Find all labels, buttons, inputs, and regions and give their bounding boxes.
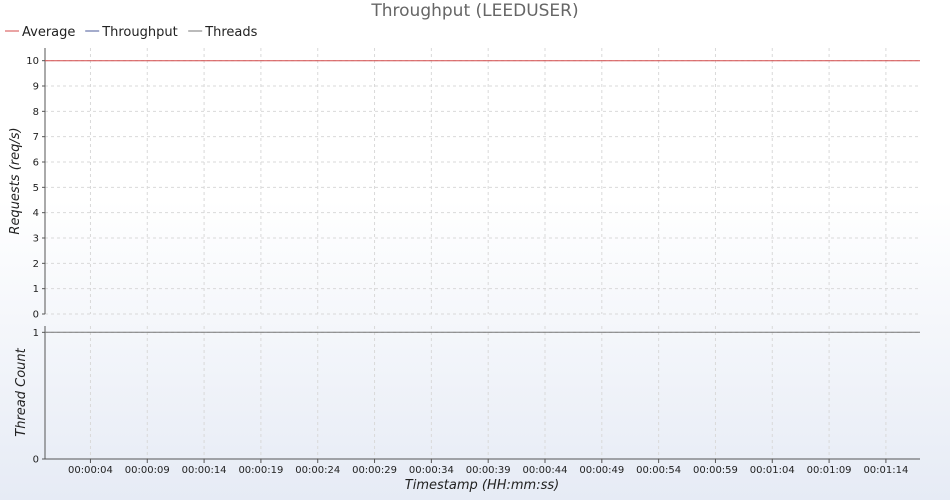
y-tick-label-1-0: 0 [33, 455, 39, 466]
y-tick-label-0-8: 8 [33, 107, 39, 118]
x-tick-label-0: 00:00:04 [68, 465, 113, 476]
x-tick-label-10: 00:00:54 [636, 465, 681, 476]
x-tick-label-5: 00:00:29 [352, 465, 397, 476]
legend-label-1: Throughput [101, 25, 178, 40]
legend: Average Throughput Threads [5, 25, 258, 40]
x-axis-title: Timestamp (HH:mm:ss) [405, 478, 559, 493]
x-tick-label-11: 00:00:59 [693, 465, 738, 476]
y-axis-title-1: Thread Count [14, 347, 29, 436]
y-tick-label-0-1: 1 [33, 284, 39, 295]
x-tick-label-4: 00:00:24 [295, 465, 340, 476]
y-axis-title-0: Requests (req/s) [8, 127, 23, 234]
series-layer [45, 60, 920, 333]
legend-label-0: Average [22, 25, 75, 40]
x-tick-label-7: 00:00:39 [466, 465, 511, 476]
y-tick-label-0-9: 9 [33, 82, 39, 93]
x-tick-label-12: 00:01:04 [750, 465, 795, 476]
y-tick-label-0-4: 4 [33, 208, 39, 219]
labels-layer: 0 1 2 3 4 5 6 7 8 9 10 Requests (req/s) 0 1 Thread Cou… [8, 56, 908, 476]
y-tick-label-0-6: 6 [33, 158, 39, 169]
x-tick-label-3: 00:00:19 [238, 465, 283, 476]
grid-layer [45, 48, 920, 460]
y-tick-label-0-10: 10 [26, 56, 39, 67]
chart-title: Throughput (LEEDUSER) [370, 1, 578, 21]
legend-label-2: Threads [204, 25, 257, 40]
x-tick-label-6: 00:00:34 [409, 465, 454, 476]
x-tick-label-13: 00:01:09 [807, 465, 852, 476]
x-tick-label-14: 00:01:14 [863, 465, 908, 476]
x-tick-label-1: 00:00:09 [125, 465, 170, 476]
x-tick-label-8: 00:00:44 [523, 465, 568, 476]
x-tick-label-2: 00:00:14 [182, 465, 227, 476]
axes-layer [42, 48, 920, 463]
x-tick-label-9: 00:00:49 [579, 465, 624, 476]
y-tick-label-0-2: 2 [33, 259, 39, 270]
y-tick-label-0-3: 3 [33, 234, 39, 245]
y-tick-label-0-7: 7 [33, 132, 39, 143]
y-tick-label-1-1: 1 [33, 328, 39, 339]
y-tick-label-0-5: 5 [33, 183, 39, 194]
y-tick-label-0-0: 0 [33, 310, 39, 321]
